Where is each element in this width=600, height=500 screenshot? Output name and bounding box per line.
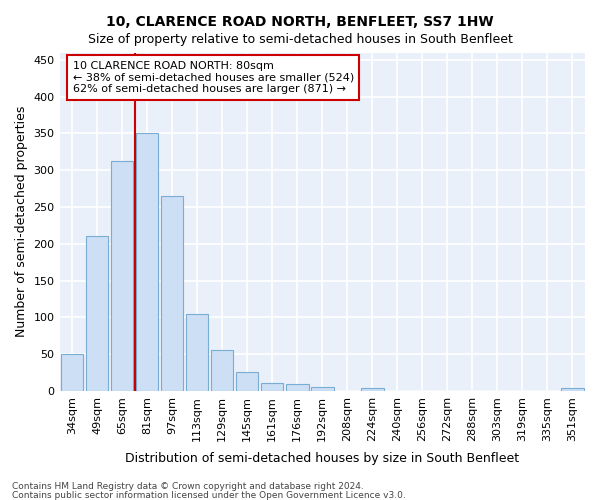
Bar <box>186 314 208 391</box>
Bar <box>161 196 184 391</box>
Bar <box>86 236 109 391</box>
Text: 10 CLARENCE ROAD NORTH: 80sqm
← 38% of semi-detached houses are smaller (524)
62: 10 CLARENCE ROAD NORTH: 80sqm ← 38% of s… <box>73 61 354 94</box>
Bar <box>361 388 383 391</box>
Text: Contains public sector information licensed under the Open Government Licence v3: Contains public sector information licen… <box>12 490 406 500</box>
Text: Size of property relative to semi-detached houses in South Benfleet: Size of property relative to semi-detach… <box>88 32 512 46</box>
Text: Contains HM Land Registry data © Crown copyright and database right 2024.: Contains HM Land Registry data © Crown c… <box>12 482 364 491</box>
Bar <box>311 387 334 391</box>
Bar <box>236 372 259 391</box>
Bar <box>211 350 233 391</box>
Bar <box>561 388 584 391</box>
Bar <box>111 162 133 391</box>
Text: 10, CLARENCE ROAD NORTH, BENFLEET, SS7 1HW: 10, CLARENCE ROAD NORTH, BENFLEET, SS7 1… <box>106 15 494 29</box>
Bar <box>261 383 283 391</box>
X-axis label: Distribution of semi-detached houses by size in South Benfleet: Distribution of semi-detached houses by … <box>125 452 520 465</box>
Bar <box>286 384 308 391</box>
Bar <box>136 134 158 391</box>
Y-axis label: Number of semi-detached properties: Number of semi-detached properties <box>15 106 28 338</box>
Bar <box>61 354 83 391</box>
